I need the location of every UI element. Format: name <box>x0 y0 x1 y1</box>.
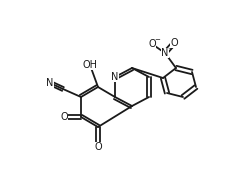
Text: O: O <box>60 112 68 122</box>
Text: N: N <box>46 78 54 88</box>
Text: O: O <box>148 39 156 49</box>
Text: N: N <box>161 48 169 58</box>
Text: N: N <box>111 72 119 82</box>
Text: −: − <box>154 37 160 43</box>
Text: +: + <box>167 46 173 52</box>
Text: O: O <box>170 38 178 48</box>
Text: O: O <box>94 142 102 152</box>
Text: OH: OH <box>82 60 98 70</box>
